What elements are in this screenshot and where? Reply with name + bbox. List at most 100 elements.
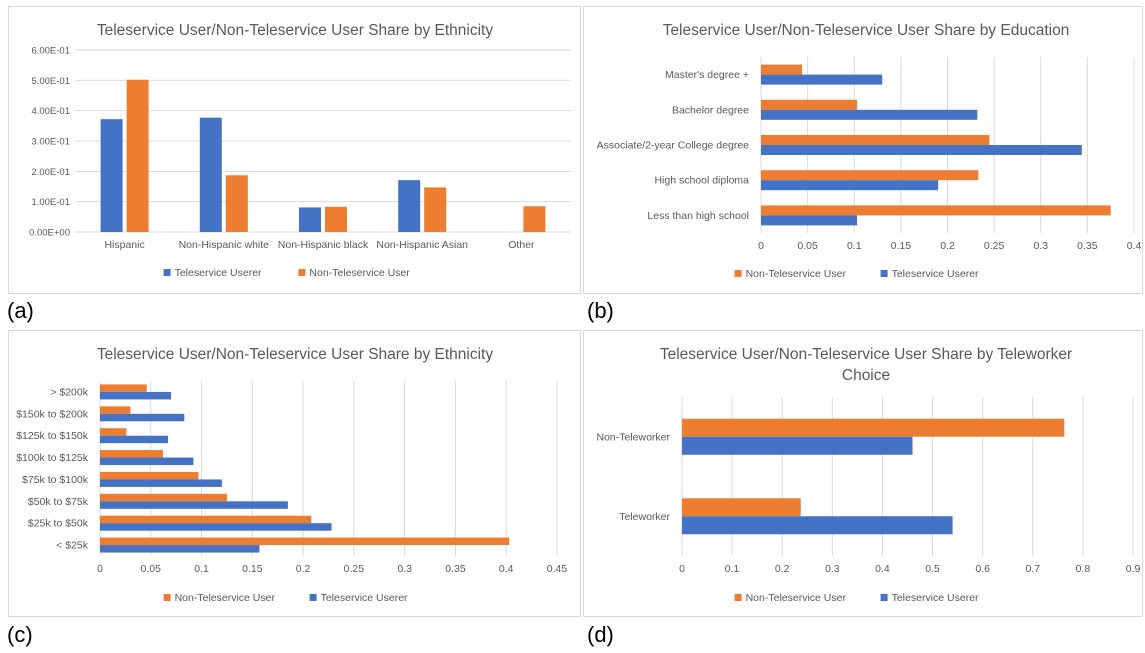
x-tick-label: 0.8: [1076, 563, 1091, 575]
legend-swatch-non-teleservice-user: [163, 594, 171, 601]
bar-non-teleservice-user-75k-to-100k: [100, 471, 199, 480]
chart-title: Teleservice User/Non-Teleservice User Sh…: [97, 346, 494, 363]
x-tick-label: 0.2: [775, 563, 790, 575]
legend-label-non-teleservice-user: Non-Teleservice User: [746, 592, 847, 604]
x-tick-label: 0: [97, 563, 103, 575]
bar-non-teleservice-user-200k: [100, 384, 147, 392]
y-tick-label: 6.00E-01: [31, 46, 70, 57]
x-tick-label: 0.4: [875, 563, 890, 575]
x-tick-label: 0.4: [1127, 240, 1142, 252]
bar-non-teleservice-user-teleworker: [682, 498, 801, 517]
y-tick-label: $100k to $125k: [16, 452, 89, 464]
y-tick-label: Teleworker: [619, 511, 670, 523]
bar-non-teleservice-user-25k: [100, 537, 510, 546]
x-tick-label: Hispanic: [104, 239, 144, 251]
x-tick-label: 0.3: [1033, 240, 1048, 252]
bar-non-teleservice-user-125k-to-150k: [100, 428, 127, 436]
bar-non-teleservice-user-associate-2-year-college-degree: [761, 135, 990, 145]
bar-teleservice-userer-non-hispanic-black: [299, 207, 321, 232]
x-tick-label: 0: [758, 240, 764, 252]
x-tick-label: Non-Hispanic black: [278, 239, 369, 251]
chart-title: Teleservice User/Non-Teleservice User Sh…: [663, 22, 1070, 39]
bar-non-teleservice-user-bachelor-degree: [761, 99, 858, 110]
legend-swatch-teleservice-userer: [163, 269, 171, 276]
x-tick-label: 0.9: [1126, 563, 1141, 575]
panel-label-b: (b): [587, 298, 614, 323]
x-tick-label: Non-Hispanic Asian: [376, 239, 468, 251]
bar-teleservice-userer-non-teleworker: [682, 436, 913, 455]
chart-teleworker: Teleservice User/Non-Teleservice User Sh…: [596, 346, 1141, 604]
x-tick-label: 0.6: [975, 563, 990, 575]
chart-panel-a: Teleservice User/Non-Teleservice User Sh…: [8, 6, 581, 294]
chart-panel-c: Teleservice User/Non-Teleservice User Sh…: [8, 330, 581, 617]
bar-non-teleservice-user-less-than-high-school: [761, 205, 1111, 216]
y-tick-label: < $25k: [56, 540, 89, 552]
bar-teleservice-userer-high-school-diploma: [761, 180, 939, 191]
legend-label-teleservice-userer: Teleservice Userer: [892, 592, 979, 604]
bar-teleservice-userer-associate-2-year-college-degree: [761, 145, 1082, 155]
y-tick-label: Less than high school: [647, 210, 749, 222]
chart-panel-d: Teleservice User/Non-Teleservice User Sh…: [583, 330, 1143, 617]
bar-teleservice-userer-150k-to-200k: [100, 413, 185, 422]
x-tick-label: 0.3: [397, 563, 412, 575]
bar-non-teleservice-user-master-s-degree: [761, 64, 803, 75]
y-tick-label: Associate/2-year College degree: [597, 140, 749, 152]
bar-teleservice-userer-25k: [100, 545, 260, 553]
y-tick-label: $150k to $200k: [16, 408, 89, 420]
y-tick-label: $75k to $100k: [22, 474, 89, 486]
chart-title-line2: Choice: [842, 367, 890, 384]
x-tick-label: 0.35: [1077, 240, 1098, 252]
bar-teleservice-userer-75k-to-100k: [100, 479, 222, 487]
bar-non-teleservice-user-150k-to-200k: [100, 406, 131, 414]
y-tick-label: Non-Teleworker: [596, 431, 670, 443]
x-tick-label: 0.1: [194, 563, 209, 575]
x-tick-label: 0.1: [847, 240, 862, 252]
x-tick-label: Non-Hispanic white: [179, 239, 270, 251]
panel-label-a: (a): [7, 298, 34, 323]
x-tick-label: 0.35: [445, 563, 466, 575]
chart-income: Teleservice User/Non-Teleservice User Sh…: [16, 346, 567, 604]
panel-label-c: (c): [7, 622, 33, 647]
legend-label-teleservice-userer: Teleservice Userer: [321, 592, 408, 604]
x-tick-label: 0.2: [940, 240, 955, 252]
x-tick-label: 0.5: [925, 563, 940, 575]
x-tick-label: Other: [508, 239, 535, 251]
x-tick-label: 0.7: [1025, 563, 1040, 575]
bar-teleservice-userer-125k-to-150k: [100, 435, 169, 444]
y-tick-label: $125k to $150k: [16, 430, 89, 442]
x-tick-label: 0.4: [499, 563, 514, 575]
bar-non-teleservice-user-non-hispanic-black: [325, 206, 347, 232]
bar-teleservice-userer-50k-to-75k: [100, 501, 288, 509]
bar-teleservice-userer-non-hispanic-asian: [398, 180, 421, 232]
x-tick-label: 0.2: [296, 563, 311, 575]
legend-label-teleservice-userer: Teleservice Userer: [892, 268, 979, 280]
legend-label-non-teleservice-user: Non-Teleservice User: [309, 267, 410, 279]
y-tick-label: 4.00E-01: [31, 106, 70, 117]
chart-title: Teleservice User/Non-Teleservice User Sh…: [660, 346, 1072, 363]
x-tick-label: 0.15: [242, 563, 263, 575]
bar-teleservice-userer-hispanic: [100, 119, 123, 232]
bar-non-teleservice-user-50k-to-75k: [100, 493, 227, 502]
y-tick-label: 3.00E-01: [31, 137, 70, 148]
legend-swatch-non-teleservice-user: [734, 594, 742, 601]
y-tick-label: Bachelor degree: [672, 104, 749, 116]
bar-teleservice-userer-teleworker: [682, 516, 953, 535]
chart-education: Teleservice User/Non-Teleservice User Sh…: [597, 22, 1142, 280]
x-tick-label: 0: [679, 563, 685, 575]
y-tick-label: High school diploma: [654, 175, 749, 187]
bar-teleservice-userer-master-s-degree: [761, 74, 883, 85]
bar-teleservice-userer-100k-to-125k: [100, 457, 194, 466]
x-tick-label: 0.05: [797, 240, 818, 252]
bar-teleservice-userer-200k: [100, 391, 172, 400]
bar-non-teleservice-user-high-school-diploma: [761, 170, 979, 181]
y-tick-label: 0.00E+00: [29, 228, 70, 239]
legend-swatch-teleservice-userer: [309, 594, 317, 601]
x-tick-label: 0.15: [891, 240, 912, 252]
bar-non-teleservice-user-non-hispanic-asian: [424, 187, 447, 232]
panel-label-d: (d): [587, 622, 614, 647]
bar-teleservice-userer-bachelor-degree: [761, 109, 978, 120]
legend-swatch-non-teleservice-user: [734, 270, 742, 277]
y-tick-label: $25k to $50k: [28, 518, 89, 530]
bar-non-teleservice-user-hispanic: [126, 79, 149, 232]
y-tick-label: $50k to $75k: [28, 496, 89, 508]
